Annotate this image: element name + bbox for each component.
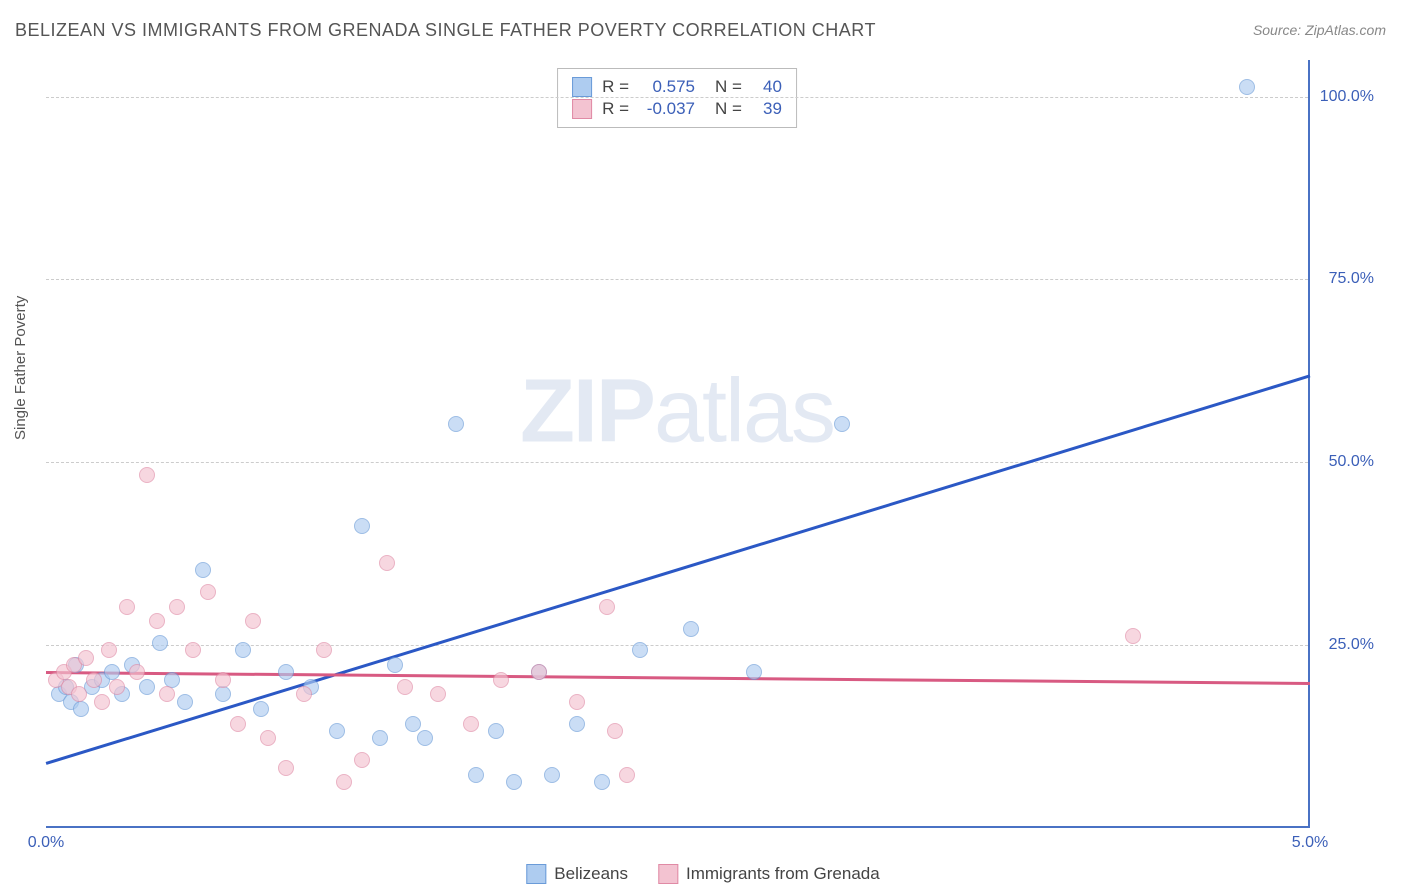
data-point — [397, 679, 413, 695]
gridline — [46, 279, 1308, 280]
stats-row: R = 0.575 N = 40 — [572, 77, 782, 97]
gridline — [46, 462, 1308, 463]
data-point — [101, 642, 117, 658]
y-tick-label: 75.0% — [1329, 270, 1374, 288]
stat-r-label: R = — [602, 77, 629, 97]
chart-title: BELIZEAN VS IMMIGRANTS FROM GRENADA SING… — [15, 20, 876, 41]
y-tick-label: 100.0% — [1320, 88, 1374, 106]
data-point — [468, 767, 484, 783]
data-point — [278, 664, 294, 680]
data-point — [329, 723, 345, 739]
data-point — [109, 679, 125, 695]
plot-area: ZIPatlas R =0.575N =40R =-0.037N =39 25.… — [46, 60, 1310, 828]
data-point — [599, 599, 615, 615]
data-point — [78, 650, 94, 666]
data-point — [569, 716, 585, 732]
data-point — [632, 642, 648, 658]
data-point — [215, 672, 231, 688]
x-tick-label: 5.0% — [1292, 834, 1328, 852]
legend-label: Immigrants from Grenada — [686, 864, 880, 884]
data-point — [619, 767, 635, 783]
data-point — [387, 657, 403, 673]
data-point — [316, 642, 332, 658]
data-point — [169, 599, 185, 615]
legend-item: Belizeans — [526, 864, 628, 884]
stat-n-value: 39 — [752, 99, 782, 119]
source-label: Source: ZipAtlas.com — [1253, 22, 1386, 38]
trend-line — [46, 671, 1310, 684]
legend-swatch — [526, 864, 546, 884]
data-point — [278, 760, 294, 776]
data-point — [463, 716, 479, 732]
data-point — [607, 723, 623, 739]
legend-swatch — [572, 77, 592, 97]
data-point — [215, 686, 231, 702]
data-point — [260, 730, 276, 746]
gridline — [46, 97, 1308, 98]
data-point — [683, 621, 699, 637]
legend-label: Belizeans — [554, 864, 628, 884]
data-point — [139, 679, 155, 695]
data-point — [200, 584, 216, 600]
trend-line — [46, 375, 1311, 765]
data-point — [86, 672, 102, 688]
data-point — [336, 774, 352, 790]
data-point — [129, 664, 145, 680]
data-point — [594, 774, 610, 790]
legend-swatch — [572, 99, 592, 119]
data-point — [531, 664, 547, 680]
x-tick-label: 0.0% — [28, 834, 64, 852]
data-point — [230, 716, 246, 732]
data-point — [159, 686, 175, 702]
data-point — [354, 752, 370, 768]
data-point — [94, 694, 110, 710]
stats-row: R = -0.037 N = 39 — [572, 99, 782, 119]
data-point — [1239, 79, 1255, 95]
stat-n-value: 40 — [752, 77, 782, 97]
stat-r-value: 0.575 — [639, 77, 695, 97]
data-point — [417, 730, 433, 746]
data-point — [139, 467, 155, 483]
data-point — [104, 664, 120, 680]
data-point — [569, 694, 585, 710]
legend-item: Immigrants from Grenada — [658, 864, 880, 884]
data-point — [152, 635, 168, 651]
y-tick-label: 25.0% — [1329, 636, 1374, 654]
stat-n-label: N = — [715, 99, 742, 119]
data-point — [245, 613, 261, 629]
stat-n-label: N = — [715, 77, 742, 97]
data-point — [372, 730, 388, 746]
data-point — [488, 723, 504, 739]
y-axis-label: Single Father Poverty — [12, 296, 29, 440]
stat-r-label: R = — [602, 99, 629, 119]
data-point — [506, 774, 522, 790]
data-point — [235, 642, 251, 658]
data-point — [164, 672, 180, 688]
data-point — [746, 664, 762, 680]
data-point — [253, 701, 269, 717]
data-point — [405, 716, 421, 732]
y-tick-label: 50.0% — [1329, 453, 1374, 471]
data-point — [834, 416, 850, 432]
data-point — [73, 701, 89, 717]
data-point — [379, 555, 395, 571]
data-point — [430, 686, 446, 702]
data-point — [149, 613, 165, 629]
stats-box: R = 0.575 N = 40 R = -0.037 N = 39 — [557, 68, 797, 128]
data-point — [195, 562, 211, 578]
data-point — [544, 767, 560, 783]
watermark: ZIPatlas — [520, 361, 834, 464]
data-point — [177, 694, 193, 710]
data-point — [119, 599, 135, 615]
data-point — [354, 518, 370, 534]
data-point — [448, 416, 464, 432]
data-point — [296, 686, 312, 702]
stat-r-value: -0.037 — [639, 99, 695, 119]
data-point — [71, 686, 87, 702]
data-point — [493, 672, 509, 688]
legend-swatch — [658, 864, 678, 884]
bottom-legend: Belizeans Immigrants from Grenada — [526, 864, 879, 884]
data-point — [1125, 628, 1141, 644]
data-point — [185, 642, 201, 658]
